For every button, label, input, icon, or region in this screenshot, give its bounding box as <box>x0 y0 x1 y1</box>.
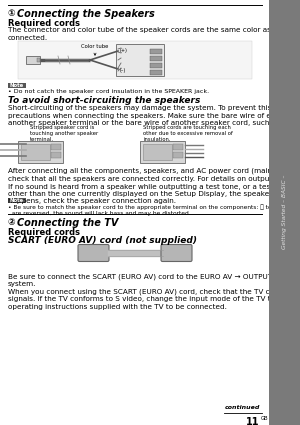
Bar <box>37 58 40 62</box>
Text: continued: continued <box>225 405 260 410</box>
Bar <box>116 44 164 76</box>
Bar <box>173 152 183 158</box>
Text: 11: 11 <box>245 417 259 425</box>
Bar <box>8 83 26 88</box>
Text: After connecting all the components, speakers, and AC power cord (mains lead), o: After connecting all the components, spe… <box>8 168 300 204</box>
Text: GB: GB <box>261 416 268 420</box>
Text: Stripped speaker cord is
touching another speaker
terminal.: Stripped speaker cord is touching anothe… <box>30 125 98 142</box>
Bar <box>51 152 61 158</box>
Text: Getting Started – BASIC –: Getting Started – BASIC – <box>282 175 287 249</box>
Text: Stripped cords are touching each
other due to excessive removal of
insulation.: Stripped cords are touching each other d… <box>143 125 233 142</box>
Bar <box>150 56 162 61</box>
Bar <box>51 144 61 150</box>
Bar <box>26 56 40 64</box>
Text: Connecting the Speakers: Connecting the Speakers <box>17 9 155 19</box>
Bar <box>18 141 63 163</box>
Text: SCART (EURO AV) cord (not supplied): SCART (EURO AV) cord (not supplied) <box>8 236 197 245</box>
Bar <box>173 144 183 150</box>
Text: ②: ② <box>8 218 19 227</box>
Text: • Be sure to match the speaker cord to the appropriate terminal on the component: • Be sure to match the speaker cord to t… <box>8 204 300 216</box>
Text: Required cords: Required cords <box>8 19 80 28</box>
Text: To avoid short-circuiting the speakers: To avoid short-circuiting the speakers <box>8 96 200 105</box>
Text: Required cords: Required cords <box>8 228 80 237</box>
FancyBboxPatch shape <box>78 244 109 261</box>
Text: Short-circuiting of the speakers may damage the system. To prevent this, be sure: Short-circuiting of the speakers may dam… <box>8 105 300 126</box>
Bar <box>8 198 26 203</box>
Text: Connecting the TV: Connecting the TV <box>17 218 118 228</box>
Bar <box>21 144 50 160</box>
Bar <box>150 70 162 75</box>
Bar <box>18 41 252 79</box>
Bar <box>268 0 300 425</box>
Text: Color tube: Color tube <box>81 43 109 55</box>
Bar <box>150 49 162 54</box>
Bar <box>140 141 185 163</box>
Text: The connector and color tube of the speaker cords are the same color as the labe: The connector and color tube of the spea… <box>8 27 300 40</box>
Text: Be sure to connect the SCART (EURO AV) cord to the EURO AV → OUTPUT (TO TV) jack: Be sure to connect the SCART (EURO AV) c… <box>8 273 300 310</box>
Text: • Do not catch the speaker cord insulation in the SPEAKER jack.: • Do not catch the speaker cord insulati… <box>8 89 209 94</box>
Text: Note: Note <box>9 83 23 88</box>
Text: Note: Note <box>9 198 23 203</box>
Text: ①: ① <box>8 9 19 18</box>
Bar <box>150 63 162 68</box>
Text: (+): (+) <box>120 48 128 53</box>
Text: (–): (–) <box>120 68 126 73</box>
FancyBboxPatch shape <box>161 244 192 261</box>
Bar <box>143 144 172 160</box>
